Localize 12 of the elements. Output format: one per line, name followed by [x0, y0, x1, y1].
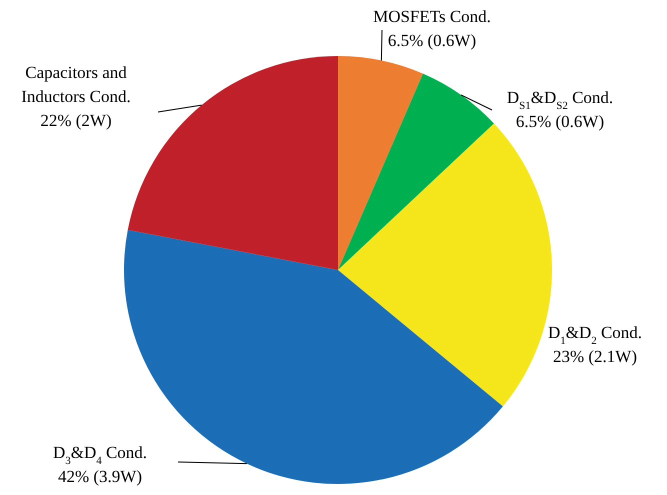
slice-label: D$_{1}$&D$_{2}$ Cond. [548, 323, 642, 347]
data-label: 22% (2W) [40, 111, 112, 130]
data-label: 6.5% (0.6W) [388, 31, 476, 50]
data-label: 42% (3.9W) [58, 467, 142, 486]
slice-label: D$_{3}$&D$_{4}$ Cond. [52, 443, 148, 467]
pie-slice [338, 56, 423, 270]
data-label: 6.5% (0.6W) [516, 112, 604, 131]
slice-label: MOSFETs Cond. [373, 7, 491, 26]
slice-label: D$_{S1}$&D$_{S2}$ Cond. [506, 88, 614, 112]
slice-label: Capacitors and Inductors Cond. [21, 63, 131, 106]
data-label: 23% (2.1W) [552, 347, 638, 366]
pie-slice [338, 74, 494, 270]
